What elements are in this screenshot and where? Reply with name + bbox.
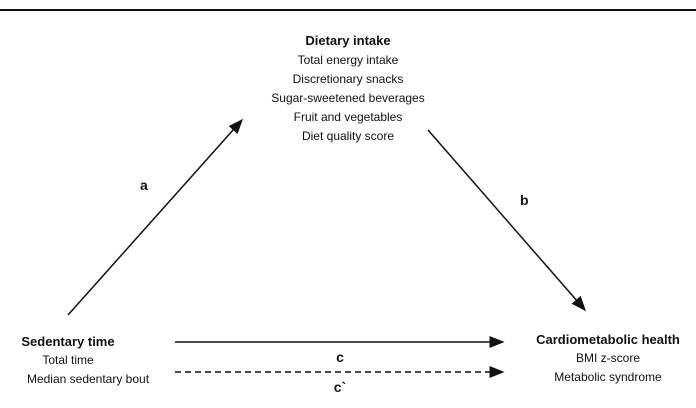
node-item: Diet quality score [302, 129, 394, 143]
node-label: Sedentary time [21, 334, 114, 349]
node-item: Discretionary snacks [293, 72, 404, 86]
node-label: Cardiometabolic health [536, 332, 680, 347]
node-item: Fruit and vegetables [294, 110, 403, 124]
node-item: Total time [42, 353, 94, 367]
node-label: Dietary intake [305, 33, 390, 48]
node-item: Median sedentary bout [27, 372, 150, 386]
diet-node: Dietary intake Total energy intake Discr… [271, 33, 424, 143]
node-item: BMI z-score [576, 351, 640, 365]
node-item: Metabolic syndrome [554, 370, 662, 384]
path-label: c` [334, 379, 346, 395]
arrow-b [427, 129, 586, 312]
path-label: c [336, 349, 344, 365]
node-item: Sugar-sweetened beverages [271, 91, 424, 105]
path-label: b [520, 192, 529, 208]
sedentary-node: Sedentary time Total time Median sedenta… [21, 334, 149, 386]
path-label: a [140, 177, 148, 193]
cardio-node: Cardiometabolic health BMI z-score Metab… [536, 332, 680, 384]
node-item: Total energy intake [298, 53, 399, 67]
arrow-a [67, 118, 243, 316]
